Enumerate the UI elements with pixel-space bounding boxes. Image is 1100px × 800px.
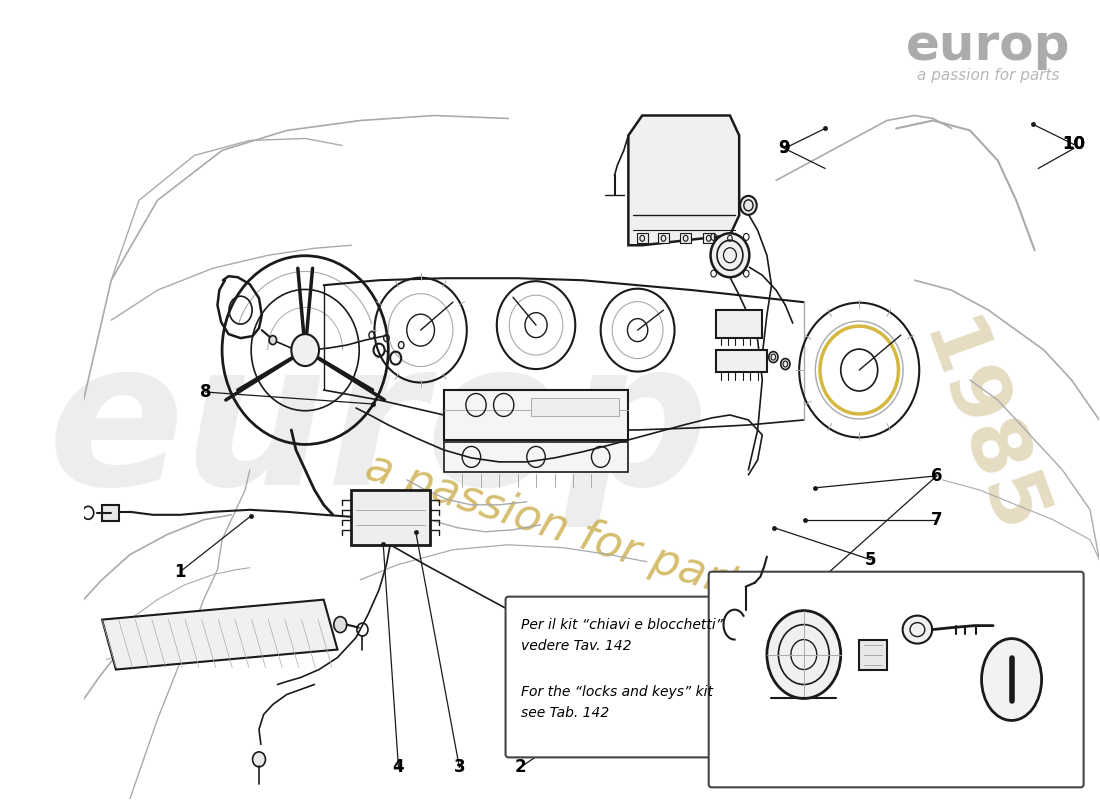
FancyBboxPatch shape (708, 572, 1084, 787)
Text: 5: 5 (865, 550, 877, 569)
Polygon shape (628, 115, 739, 246)
Text: 9: 9 (779, 139, 790, 158)
Bar (725, 234, 736, 243)
Bar (680, 234, 691, 243)
Ellipse shape (903, 616, 932, 643)
Text: 1985: 1985 (904, 311, 1054, 549)
Bar (351, 490, 430, 545)
Text: 3: 3 (453, 758, 465, 776)
Text: 8: 8 (200, 383, 211, 401)
Ellipse shape (292, 334, 319, 366)
Bar (658, 234, 669, 243)
Text: 9: 9 (779, 139, 790, 158)
Ellipse shape (740, 196, 757, 215)
Text: europ: europ (906, 22, 1070, 70)
Text: 1: 1 (174, 562, 186, 581)
Text: Per il kit “chiavi e blocchetti”
vedere Tav. 142: Per il kit “chiavi e blocchetti” vedere … (521, 618, 724, 654)
Bar (716, 310, 762, 338)
Text: 7: 7 (931, 510, 943, 529)
Ellipse shape (767, 610, 840, 698)
Bar (703, 234, 714, 243)
Polygon shape (573, 614, 777, 674)
Ellipse shape (981, 638, 1042, 721)
Ellipse shape (270, 336, 276, 345)
Bar (531, 398, 619, 416)
Text: 10: 10 (1063, 135, 1086, 154)
Text: 10: 10 (1063, 135, 1086, 154)
Ellipse shape (781, 358, 790, 370)
Bar (716, 350, 767, 372)
Text: For the “locks and keys” kit
see Tab. 142: For the “locks and keys” kit see Tab. 14… (521, 685, 713, 720)
Text: a passion for parts: a passion for parts (917, 68, 1059, 83)
Bar (443, 442, 628, 472)
Bar (859, 639, 887, 670)
Text: 2: 2 (515, 758, 526, 776)
Ellipse shape (711, 234, 749, 278)
Bar (102, 505, 119, 521)
Text: 4: 4 (393, 758, 405, 776)
Text: 6: 6 (931, 467, 943, 485)
Ellipse shape (769, 351, 778, 362)
Polygon shape (102, 600, 338, 670)
Text: a passion for parts: a passion for parts (360, 446, 768, 614)
Text: europ: europ (48, 333, 710, 527)
Bar (443, 390, 628, 440)
Ellipse shape (253, 752, 265, 767)
FancyBboxPatch shape (506, 597, 747, 758)
Ellipse shape (333, 617, 346, 633)
Bar (637, 234, 648, 243)
